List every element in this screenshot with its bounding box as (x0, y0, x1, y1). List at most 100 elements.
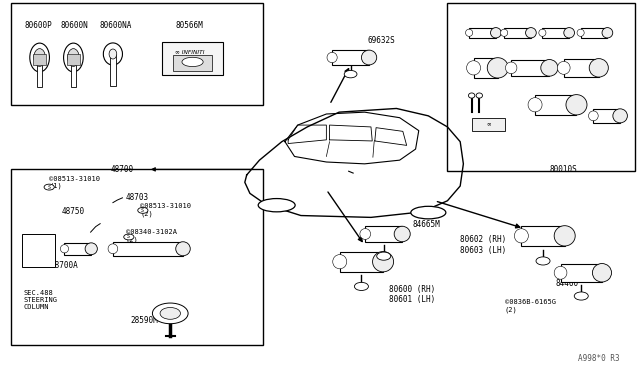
Text: S: S (47, 185, 51, 190)
Bar (593, 109, 620, 123)
Bar (173, 55, 212, 71)
Bar (522, 226, 564, 246)
Bar (11, 169, 262, 345)
Bar (65, 243, 92, 255)
Ellipse shape (63, 43, 83, 72)
Text: 80602 (RH): 80602 (RH) (460, 235, 506, 244)
Ellipse shape (554, 226, 575, 246)
Ellipse shape (108, 244, 118, 254)
Bar (33, 54, 46, 65)
Bar (447, 3, 636, 171)
Circle shape (160, 308, 180, 319)
Text: 48703: 48703 (125, 193, 148, 202)
Text: SEC.488
STEERING
COLUMN: SEC.488 STEERING COLUMN (24, 291, 58, 311)
Bar (113, 242, 183, 256)
Ellipse shape (589, 111, 598, 121)
Ellipse shape (394, 226, 410, 242)
Bar (22, 234, 55, 267)
Text: 48700A: 48700A (51, 261, 79, 270)
Text: 80603 (LH): 80603 (LH) (460, 246, 506, 255)
Bar (472, 118, 505, 131)
Bar (542, 28, 569, 38)
Ellipse shape (30, 43, 49, 72)
Text: 80601 (LH): 80601 (LH) (389, 295, 435, 304)
Bar (504, 28, 531, 38)
Text: 80010S: 80010S (549, 165, 577, 174)
Ellipse shape (103, 43, 122, 65)
Text: S: S (127, 234, 131, 240)
Ellipse shape (411, 206, 446, 219)
Bar (469, 28, 496, 38)
Ellipse shape (109, 49, 116, 59)
Bar (340, 251, 383, 272)
Circle shape (377, 252, 391, 260)
Text: 48700: 48700 (111, 165, 134, 174)
Bar (561, 263, 602, 282)
Text: ∞: ∞ (486, 122, 490, 127)
Circle shape (536, 257, 550, 265)
Bar (332, 50, 369, 65)
Text: ©08513-31010
(2): ©08513-31010 (2) (140, 203, 191, 217)
Ellipse shape (468, 93, 475, 98)
Ellipse shape (362, 50, 377, 65)
Bar (67, 54, 79, 65)
Bar (110, 54, 116, 86)
Bar (564, 59, 599, 77)
Text: A998*0 R3: A998*0 R3 (578, 354, 620, 363)
Text: ∞ INFINITI: ∞ INFINITI (175, 50, 204, 55)
Ellipse shape (467, 61, 481, 75)
Ellipse shape (333, 254, 347, 269)
Bar (365, 226, 402, 242)
Ellipse shape (566, 94, 587, 115)
Ellipse shape (372, 251, 394, 272)
Ellipse shape (602, 28, 612, 38)
Bar (535, 94, 577, 115)
Ellipse shape (557, 61, 570, 74)
Circle shape (44, 184, 54, 190)
Circle shape (124, 234, 134, 240)
Ellipse shape (541, 60, 558, 76)
Ellipse shape (68, 49, 79, 66)
Ellipse shape (60, 245, 68, 253)
Ellipse shape (258, 199, 295, 212)
Text: S: S (141, 208, 145, 213)
Circle shape (152, 303, 188, 324)
Ellipse shape (176, 242, 190, 256)
Ellipse shape (506, 62, 517, 74)
Text: ©0836B-6165G
(2): ©0836B-6165G (2) (505, 299, 556, 313)
Ellipse shape (577, 29, 584, 36)
Ellipse shape (327, 52, 337, 62)
Ellipse shape (525, 28, 536, 38)
Text: 80566M: 80566M (175, 21, 204, 30)
Bar (38, 59, 42, 87)
Bar (11, 3, 262, 105)
Bar (580, 28, 607, 38)
Circle shape (344, 70, 357, 78)
Ellipse shape (613, 109, 627, 123)
Text: 48750: 48750 (62, 207, 85, 217)
Text: 84665M: 84665M (412, 220, 440, 229)
Ellipse shape (564, 28, 575, 38)
Circle shape (138, 208, 148, 213)
Text: 80600NA: 80600NA (100, 21, 132, 30)
Ellipse shape (490, 28, 501, 38)
Text: 80600N: 80600N (61, 21, 88, 30)
Ellipse shape (589, 59, 609, 77)
Bar (71, 59, 76, 87)
Ellipse shape (182, 57, 203, 67)
Text: ©08513-31010
(1): ©08513-31010 (1) (49, 176, 100, 189)
Bar (163, 42, 223, 75)
Circle shape (574, 292, 588, 300)
Ellipse shape (528, 98, 542, 112)
Text: 80600P: 80600P (24, 21, 52, 30)
Circle shape (355, 282, 369, 291)
Ellipse shape (34, 49, 45, 66)
Text: 84460: 84460 (556, 279, 579, 288)
Ellipse shape (539, 29, 546, 36)
Ellipse shape (554, 266, 567, 279)
Ellipse shape (476, 93, 483, 98)
Ellipse shape (360, 228, 371, 240)
Ellipse shape (500, 29, 508, 36)
Ellipse shape (465, 29, 473, 36)
Bar (474, 58, 498, 78)
